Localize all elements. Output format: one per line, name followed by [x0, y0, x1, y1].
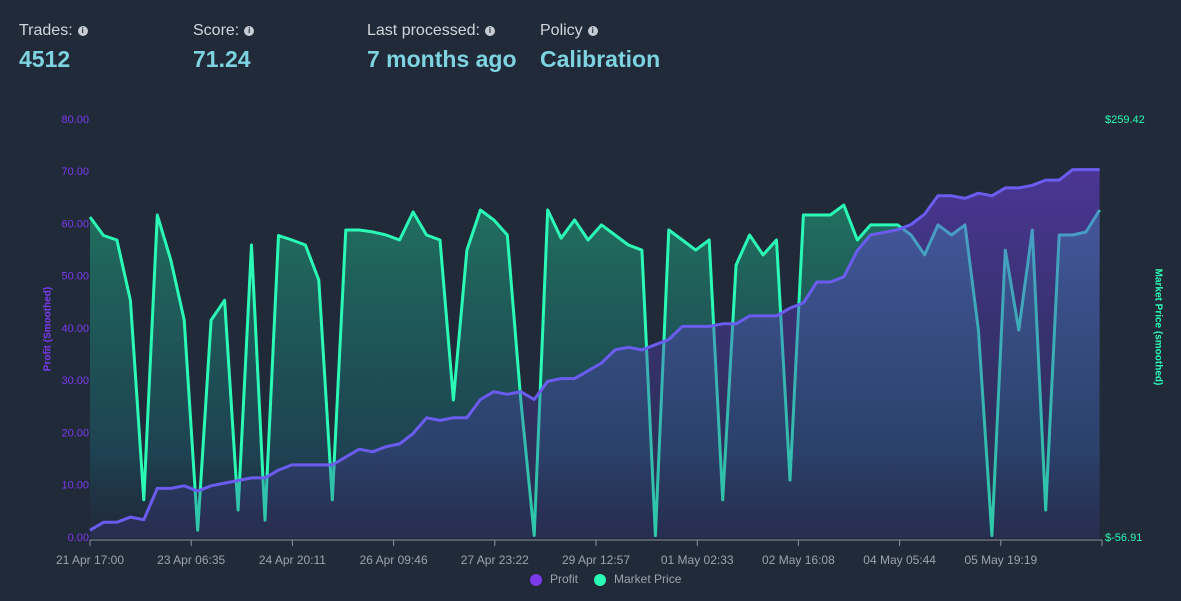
y2-tick-label: $-56.91 — [1105, 532, 1142, 544]
stat-label: Score: — [193, 22, 240, 39]
stat-value: 4512 — [19, 46, 71, 72]
y-tick-label: 80.00 — [61, 114, 89, 126]
x-tick-label: 24 Apr 20:11 — [259, 553, 326, 567]
stat-value: 71.24 — [193, 46, 251, 72]
x-tick-label: 04 May 05:44 — [863, 553, 936, 567]
y-tick-label: 20.00 — [61, 427, 89, 439]
stat: Score: i 71.24 — [193, 22, 255, 73]
y-tick-label: 50.00 — [61, 271, 89, 283]
info-icon[interactable]: i — [484, 26, 495, 36]
y-tick-label: 60.00 — [61, 218, 89, 230]
info-icon[interactable]: i — [244, 26, 255, 36]
y-axis-title: Profit (Smoothed) — [43, 287, 54, 371]
y2-tick-label: $259.42 — [1105, 114, 1145, 126]
y-tick-label: 10.00 — [61, 480, 89, 492]
y-tick-label: 0.00 — [68, 532, 89, 544]
area — [90, 169, 1100, 538]
x-tick-label: 01 May 02:33 — [661, 553, 734, 567]
stat: Trades: i 4512 — [19, 22, 88, 73]
info-icon[interactable]: i — [587, 26, 598, 36]
x-tick-label: 23 Apr 06:35 — [157, 553, 225, 567]
x-tick-label: 21 Apr 17:00 — [56, 553, 124, 567]
x-tick-label: 29 Apr 12:57 — [562, 553, 630, 567]
y-tick-label: 40.00 — [61, 323, 89, 335]
x-tick-label: 26 Apr 09:46 — [360, 553, 428, 567]
x-tick-label: 02 May 16:08 — [762, 553, 835, 567]
x-tick-label: 05 May 19:19 — [964, 553, 1037, 567]
y2-axis-title: Market Price (smoothed) — [1152, 269, 1163, 386]
stat-label: Policy — [540, 22, 583, 39]
legend-swatch — [530, 574, 542, 586]
legend-swatch — [594, 574, 607, 586]
legend-label: Profit — [550, 572, 579, 586]
series-line — [89, 168, 1100, 532]
stat: Last processed: i 7 months ago — [367, 22, 517, 73]
stat: Policy i Calibration — [540, 22, 660, 73]
stat-value: Calibration — [540, 46, 661, 72]
stat-label: Trades: — [19, 22, 73, 39]
y-tick-label: 70.00 — [61, 166, 89, 178]
stat-value: 7 months ago — [367, 46, 517, 72]
stat-label: Last processed: — [367, 22, 480, 39]
y-tick-label: 30.00 — [61, 375, 89, 387]
x-tick-label: 27 Apr 23:22 — [461, 553, 529, 567]
info-icon[interactable]: i — [77, 26, 88, 36]
legend-label: Market Price — [614, 572, 682, 586]
